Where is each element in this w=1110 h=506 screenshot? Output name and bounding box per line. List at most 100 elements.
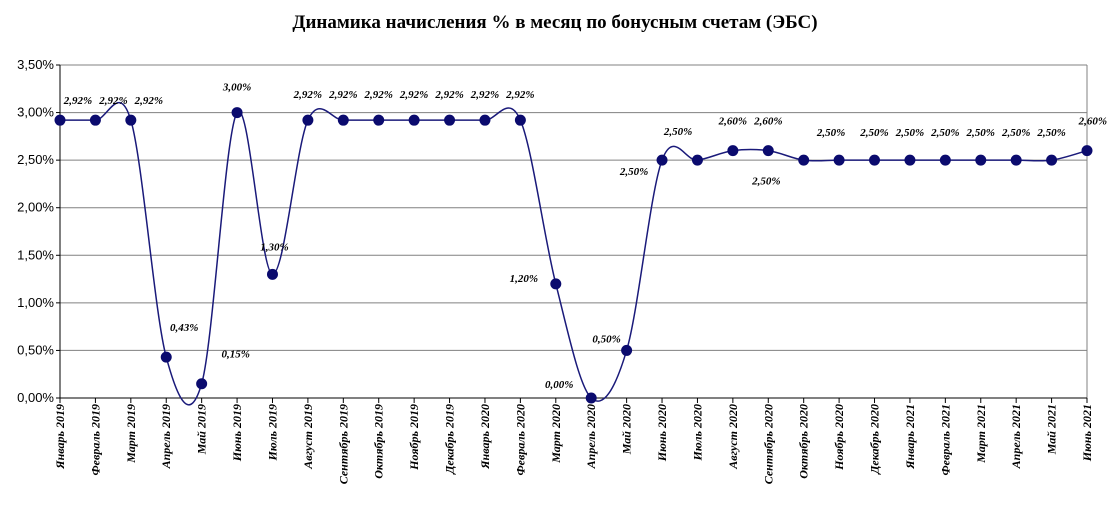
data-point bbox=[479, 114, 491, 126]
data-label: 1,30% bbox=[260, 241, 288, 253]
data-label: 2,92% bbox=[134, 95, 163, 107]
y-tick-label: 0,50% bbox=[17, 342, 54, 357]
data-point bbox=[833, 154, 845, 166]
data-point bbox=[54, 114, 66, 126]
data-label: 2,50% bbox=[930, 127, 959, 139]
data-point bbox=[196, 378, 208, 390]
data-point bbox=[302, 114, 314, 126]
x-tick-labels: Январь 2019 Февраль 2019 Март 2019 Апрель 2… bbox=[53, 404, 1094, 484]
data-point bbox=[975, 154, 987, 166]
data-point bbox=[337, 114, 349, 126]
x-tick-label: Апрель 2020 bbox=[584, 404, 598, 469]
data-label: 2,60% bbox=[718, 116, 747, 128]
data-label: 2,50% bbox=[966, 127, 995, 139]
axes bbox=[56, 64, 1088, 403]
y-tick-label: 0,00% bbox=[17, 390, 54, 405]
x-tick-label: Ноябрь 2020 bbox=[832, 404, 846, 471]
x-tick-label: Апрель 2019 bbox=[159, 404, 173, 469]
data-point bbox=[585, 392, 597, 404]
y-tick-label: 2,50% bbox=[17, 152, 54, 167]
x-tick-label: Май 2021 bbox=[1045, 404, 1059, 455]
x-tick-label: Апрель 2021 bbox=[1009, 404, 1023, 469]
data-point bbox=[1010, 154, 1022, 166]
data-label: 0,15% bbox=[221, 349, 249, 361]
data-label: 2,60% bbox=[753, 116, 782, 128]
x-tick-label: Январь 2020 bbox=[478, 404, 492, 470]
data-label: 2,50% bbox=[816, 127, 845, 139]
x-tick-label: Июнь 2019 bbox=[230, 404, 244, 462]
data-label: 3,00% bbox=[222, 82, 251, 94]
data-point bbox=[621, 344, 633, 356]
data-point bbox=[727, 145, 739, 157]
data-point bbox=[869, 154, 881, 166]
x-tick-label: Май 2019 bbox=[195, 404, 209, 455]
x-tick-label: Март 2020 bbox=[549, 404, 563, 464]
data-label: 2,50% bbox=[895, 127, 924, 139]
data-label: 2,50% bbox=[663, 126, 692, 138]
data-point bbox=[939, 154, 951, 166]
x-tick-label: Август 2019 bbox=[301, 404, 315, 470]
x-tick-label: Сентябрь 2019 bbox=[336, 404, 350, 484]
x-tick-label: Сентябрь 2020 bbox=[761, 404, 775, 484]
y-tick-label: 1,00% bbox=[17, 295, 54, 310]
data-label: 2,92% bbox=[470, 89, 499, 101]
x-tick-label: Июль 2020 bbox=[690, 404, 704, 461]
x-tick-label: Декабрь 2020 bbox=[868, 404, 882, 475]
data-label: 2,50% bbox=[859, 127, 888, 139]
data-point bbox=[904, 154, 916, 166]
y-tick-label: 1,50% bbox=[17, 247, 54, 262]
data-point bbox=[231, 107, 243, 119]
y-tick-labels: 0,00% 0,50% 1,00% 1,50% 2,00% 2,50% 3,00% 3,50% bbox=[17, 57, 54, 405]
data-point bbox=[408, 114, 420, 126]
data-point bbox=[89, 114, 101, 126]
y-tick-label: 3,00% bbox=[17, 105, 54, 120]
data-label: 2,92% bbox=[434, 89, 463, 101]
data-point bbox=[550, 278, 562, 290]
x-tick-label: Май 2020 bbox=[620, 404, 634, 455]
data-point bbox=[1046, 154, 1058, 166]
data-point bbox=[798, 154, 810, 166]
x-tick-label: Январь 2019 bbox=[53, 404, 67, 470]
data-label: 2,92% bbox=[98, 95, 127, 107]
x-tick-label: Ноябрь 2019 bbox=[407, 404, 421, 471]
x-tick-label: Июль 2019 bbox=[265, 404, 279, 461]
x-tick-label: Март 2019 bbox=[124, 404, 138, 464]
x-tick-label: Январь 2021 bbox=[903, 404, 917, 470]
data-label: 0,00% bbox=[545, 379, 573, 391]
data-label: 2,92% bbox=[328, 89, 357, 101]
x-tick-label: Декабрь 2019 bbox=[443, 404, 457, 475]
data-label: 2,92% bbox=[63, 95, 92, 107]
x-tick-label: Март 2021 bbox=[974, 404, 988, 464]
x-tick-label: Февраль 2021 bbox=[938, 404, 952, 476]
y-tick-label: 2,00% bbox=[17, 200, 54, 215]
grid-lines bbox=[60, 64, 1088, 398]
data-label: 2,92% bbox=[364, 89, 393, 101]
x-tick-label: Октябрь 2019 bbox=[372, 404, 386, 479]
data-label: 1,20% bbox=[510, 273, 538, 285]
x-tick-label: Июнь 2020 bbox=[655, 404, 669, 462]
x-tick-label: Июнь 2021 bbox=[1080, 404, 1094, 462]
data-point bbox=[444, 114, 456, 126]
chart-title: Динамика начисления % в месяц по бонусны… bbox=[292, 12, 818, 33]
data-point bbox=[656, 154, 668, 166]
data-label: 0,43% bbox=[170, 322, 198, 334]
data-point bbox=[125, 114, 137, 126]
x-tick-label: Август 2020 bbox=[726, 404, 740, 470]
data-label: 2,50% bbox=[1001, 127, 1030, 139]
data-label: 0,50% bbox=[592, 333, 620, 345]
y-tick-label: 3,50% bbox=[17, 57, 54, 72]
x-tick-label: Февраль 2019 bbox=[88, 404, 102, 476]
data-label: 2,50% bbox=[1036, 127, 1065, 139]
data-labels: 2,92% 2,92% 2,92% 0,43% 0,15% 3,00% 1,30% 2,92%… bbox=[63, 82, 1107, 391]
data-label: 2,92% bbox=[505, 89, 534, 101]
data-label: 2,60% bbox=[1078, 116, 1107, 128]
data-label: 2,50% bbox=[751, 176, 780, 188]
data-label: 2,92% bbox=[399, 89, 428, 101]
x-tick-label: Февраль 2020 bbox=[513, 404, 527, 476]
data-point bbox=[1081, 145, 1093, 157]
data-point bbox=[373, 114, 385, 126]
data-point bbox=[762, 145, 774, 157]
data-markers bbox=[54, 107, 1093, 404]
data-point bbox=[514, 114, 526, 126]
